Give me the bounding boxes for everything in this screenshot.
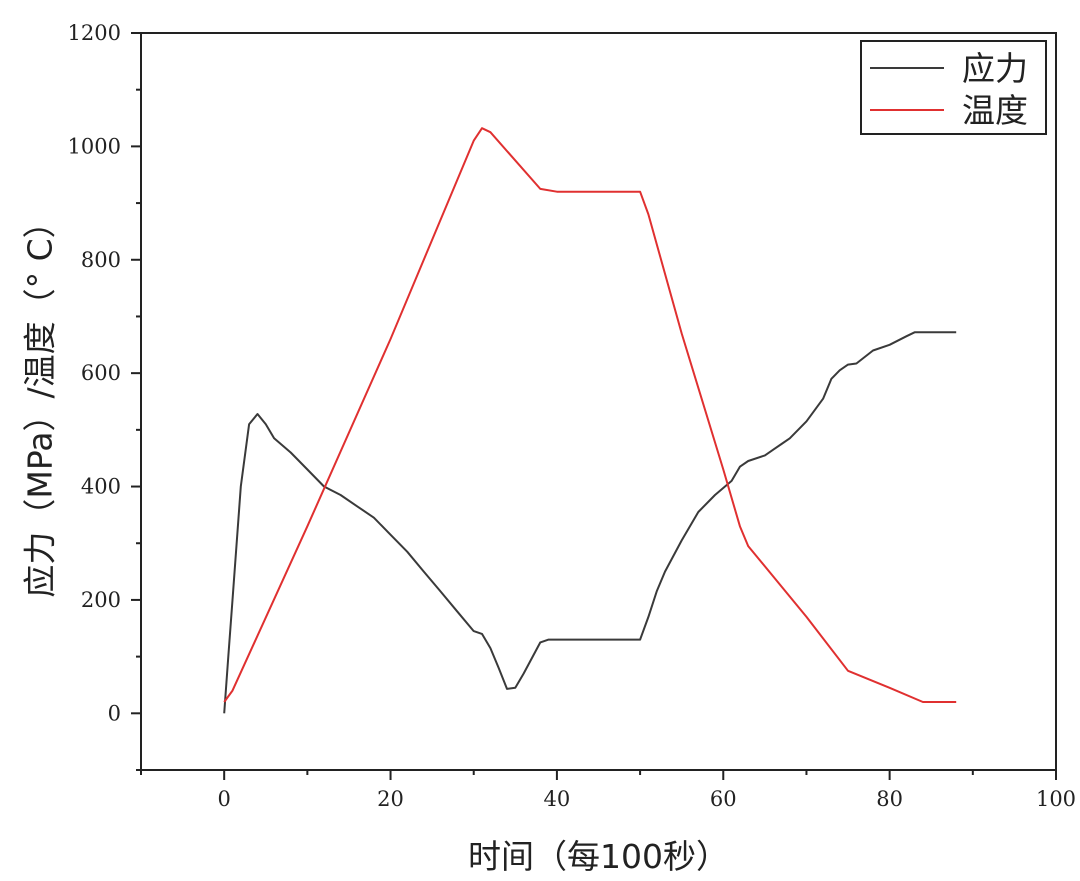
y-axis: 0 200 400 600 800 1000 1200 [68, 21, 141, 771]
legend-label-stress: 应力 [962, 49, 1028, 88]
x-tick-label: 40 [544, 787, 571, 811]
plot-area [223, 127, 957, 714]
y-tick-label: 0 [108, 701, 121, 725]
x-tick-label: 0 [217, 787, 230, 811]
y-tick-label: 1000 [68, 134, 121, 158]
y-tick-label: 400 [81, 475, 121, 499]
plot-frame [140, 32, 1057, 771]
x-tick-label: 100 [1036, 787, 1076, 811]
x-tick-label: 60 [710, 787, 737, 811]
legend: 应力 温度 [860, 40, 1047, 135]
series-line-stress [223, 331, 957, 714]
legend-label-temperature: 温度 [962, 91, 1028, 130]
series-line-temperature [223, 127, 957, 703]
y-axis-label: 应力（MPa）/温度（° C） [21, 205, 60, 597]
y-tick-label: 200 [81, 588, 121, 612]
x-axis-label: 时间（每100秒） [468, 837, 729, 876]
y-tick-label: 1200 [68, 21, 121, 45]
legend-box [860, 40, 1047, 135]
y-tick-label: 600 [81, 361, 121, 385]
x-axis: 0 20 40 60 80 100 [140, 770, 1076, 811]
x-tick-label: 20 [377, 787, 404, 811]
y-tick-label: 800 [81, 248, 121, 272]
x-tick-label: 80 [876, 787, 903, 811]
